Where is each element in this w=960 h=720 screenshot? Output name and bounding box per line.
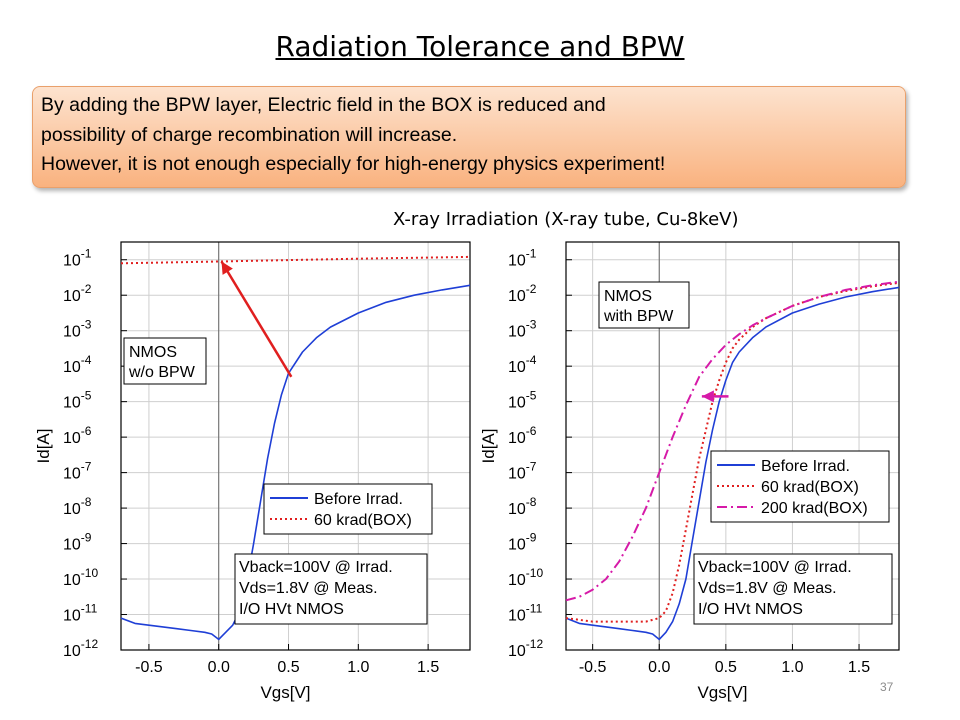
y-tick-label: 10-10	[63, 566, 98, 589]
y-tick-label: 10-8	[508, 495, 537, 518]
annotation-text: NMOS	[129, 344, 177, 361]
arrow-head	[221, 261, 233, 275]
y-tick-label: 10-5	[63, 389, 92, 412]
x-tick-label: -0.5	[579, 659, 607, 676]
callout-line: However, it is not enough especially for…	[41, 153, 666, 175]
y-tick-label: 10-2	[63, 282, 92, 305]
y-tick-label: 10-4	[63, 353, 92, 376]
y-axis-label: Id[A]	[34, 429, 53, 464]
y-tick-label: 10-9	[508, 531, 537, 554]
x-tick-label: 0.0	[208, 659, 230, 676]
x-tick-label: 1.5	[417, 659, 439, 676]
callout-line: possibility of charge recombination will…	[41, 124, 458, 146]
slide-title: Radiation Tolerance and BPW	[275, 30, 685, 63]
conditions-box	[234, 553, 428, 625]
annotation-box	[123, 337, 207, 385]
conditions-text: Vds=1.8V @ Meas.	[239, 580, 378, 597]
y-tick-label: 10-9	[63, 531, 92, 554]
y-tick-label: 10-4	[508, 353, 537, 376]
arrow-head	[701, 390, 714, 403]
y-tick-label: 10-12	[508, 637, 543, 660]
conditions-text: I/O HVt NMOS	[698, 601, 803, 618]
x-axis-label: Vgs[V]	[697, 683, 747, 702]
y-tick-label: 10-7	[508, 460, 537, 483]
chart-without-bpw: 10-1 10-2 10-3 10-4 10-5 10-6 10-7 10-8 10-9 10-1…	[34, 241, 471, 702]
arrow-shaft	[220, 260, 293, 378]
y-tick-label: 10-11	[63, 602, 98, 625]
y-axis-label: Id[A]	[482, 429, 498, 464]
legend-box	[263, 483, 433, 535]
legend-label: 60 krad(BOX)	[761, 479, 859, 496]
legend-label: Before Irrad.	[314, 491, 403, 508]
y-tick-label: 10-6	[63, 424, 92, 447]
x-tick-label: 1.0	[347, 659, 369, 676]
y-tick-label: 10-11	[508, 602, 543, 625]
annotation-text: w/o BPW	[128, 364, 196, 381]
plot-frame	[120, 241, 471, 651]
x-tick-label: 1.5	[848, 659, 870, 676]
series-line	[120, 284, 471, 641]
y-tick-label: 10-8	[63, 495, 92, 518]
x-tick-label: 0.5	[715, 659, 737, 676]
annotation-text: NMOS	[604, 288, 652, 305]
x-tick-label: 1.0	[781, 659, 803, 676]
y-tick-label: 10-6	[508, 424, 537, 447]
annotation-text: with BPW	[603, 308, 674, 325]
x-axis-label: Vgs[V]	[260, 683, 310, 702]
y-tick-label: 10-3	[508, 318, 537, 341]
callout-line: By adding the BPW layer, Electric field …	[41, 94, 606, 116]
series-line	[565, 280, 900, 602]
y-tick-label: 10-10	[508, 566, 543, 589]
x-tick-label: 0.0	[648, 659, 670, 676]
annotation-box	[598, 281, 690, 329]
legend-label: 200 krad(BOX)	[761, 500, 868, 517]
callout-box: By adding the BPW layer, Electric field …	[32, 86, 906, 188]
legend-label: 60 krad(BOX)	[314, 512, 412, 529]
y-tick-label: 10-2	[508, 282, 537, 305]
irradiation-subtitle: X-ray Irradiation (X-ray tube, Cu-8keV)	[393, 209, 739, 230]
page-number: 37	[880, 680, 894, 694]
series-line	[565, 286, 900, 641]
conditions-text: Vback=100V @ Irrad.	[239, 559, 393, 576]
y-tick-label: 10-5	[508, 389, 537, 412]
x-tick-label: 0.5	[277, 659, 299, 676]
conditions-box	[693, 553, 893, 625]
chart-with-bpw: 10-1 10-2 10-3 10-4 10-5 10-6 10-7 10-8 10-9 10-1…	[482, 241, 900, 702]
series-line	[565, 281, 900, 623]
y-tick-label: 10-1	[63, 247, 92, 270]
x-tick-label: -0.5	[135, 659, 163, 676]
conditions-text: Vback=100V @ Irrad.	[698, 559, 852, 576]
legend-box	[710, 450, 890, 523]
legend-label: Before Irrad.	[761, 458, 850, 475]
y-tick-label: 10-7	[63, 460, 92, 483]
conditions-text: Vds=1.8V @ Meas.	[698, 580, 837, 597]
conditions-text: I/O HVt NMOS	[239, 601, 344, 618]
y-tick-label: 10-1	[508, 247, 537, 270]
plot-frame	[565, 241, 900, 651]
y-tick-label: 10-3	[63, 318, 92, 341]
y-tick-label: 10-12	[63, 637, 98, 660]
